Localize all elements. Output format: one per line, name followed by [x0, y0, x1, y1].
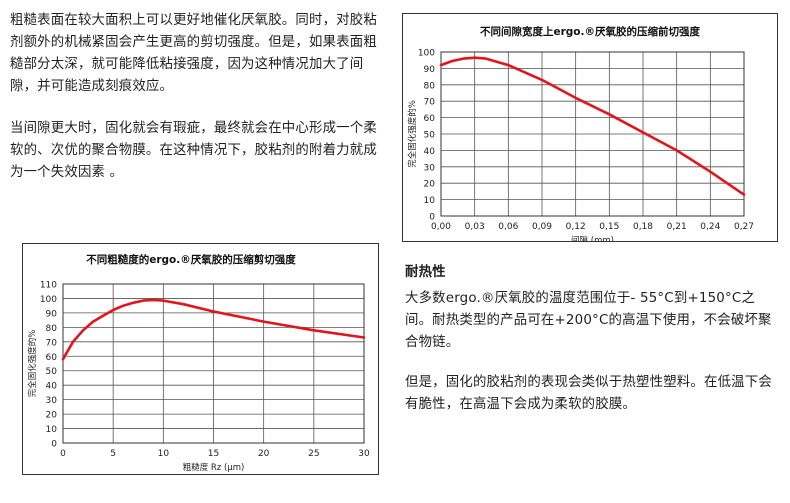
- paragraph-temperature-range: 大多数ergo.®厌氧胶的温度范围位于- 55°C到+150°C之间。耐热类型的…: [405, 291, 772, 350]
- gap-chart-ytick-label: 10: [424, 196, 436, 206]
- roughness-chart-xlabel: 粗糙度 Rz (μm): [183, 462, 245, 473]
- paragraph-gap-cure: 当间隙更大时，固化就会有瑕疵，最终就会在中心形成一个柔软的、次优的聚合物膜。在这…: [10, 121, 377, 180]
- gap-chart-ylabel: 完全固化强度的%: [407, 100, 418, 168]
- paragraph-roughness-intro: 粗糙表面在较大面积上可以更好地催化厌氧胶。同时，对胶粘剂额外的机械紧固会产生更高…: [10, 13, 377, 94]
- gap-chart-ytick-label: 40: [424, 147, 436, 157]
- gap-chart-xtick-label: 0,00: [431, 222, 451, 232]
- gap-chart-title: 不同间隙宽度上ergo.®厌氧胶的压缩前切强度: [480, 25, 701, 38]
- roughness-chart-ytick-label: 20: [46, 411, 58, 421]
- gap-chart-xtick-label: 0,15: [599, 222, 619, 232]
- gap-chart-ytick-label: 50: [424, 131, 436, 141]
- roughness-chart-ytick-label: 100: [40, 295, 57, 305]
- roughness-chart-ytick-label: 90: [46, 309, 58, 319]
- roughness-chart-xtick-label: 20: [258, 449, 270, 459]
- gap-chart-xtick-label: 0,06: [498, 222, 518, 232]
- gap-chart-series-line: [439, 56, 746, 196]
- gap-chart-xtick-label: 0,27: [734, 222, 754, 232]
- gap-chart-xtick-label: 0,18: [633, 222, 653, 232]
- roughness-chart-xtick-label: 0: [60, 449, 66, 459]
- gap-chart-ytick-label: 70: [424, 98, 436, 108]
- roughness-chart-ylabel: 完全固化强度的%: [27, 330, 38, 398]
- roughness-chart-ytick-label: 10: [46, 425, 58, 435]
- gap-chart-xtick-label: 0,09: [532, 222, 552, 232]
- roughness-chart-xtick-label: 25: [308, 449, 319, 459]
- gap-chart-ytick-label: 100: [418, 49, 435, 59]
- roughness-chart-xtick-label: 15: [208, 449, 219, 459]
- gap-chart-ytick-label: 80: [424, 81, 436, 91]
- roughness-chart-series-line: [61, 298, 366, 361]
- roughness-chart-ytick-label: 80: [46, 324, 58, 334]
- chart-roughness-svg: 不同粗糙度的ergo.®厌氧胶的压缩剪切强度010203040506070809…: [27, 253, 370, 473]
- gap-chart-xtick-label: 0,21: [667, 222, 687, 232]
- roughness-chart-ytick-label: 70: [46, 338, 58, 348]
- gap-chart-ytick-label: 30: [424, 163, 436, 173]
- roughness-chart-xtick-label: 10: [158, 449, 170, 459]
- roughness-chart-plot-frame: [62, 283, 365, 444]
- roughness-chart-ytick-label: 30: [46, 396, 58, 406]
- roughness-chart-ytick-label: 110: [40, 281, 57, 291]
- roughness-chart-ytick-label: 40: [46, 382, 58, 392]
- chart-gap-width-svg: 不同间隙宽度上ergo.®厌氧胶的压缩前切强度 0 10 20 30 40 50 60 70 80…: [407, 25, 754, 246]
- chart-gap-width: 不同间隙宽度上ergo.®厌氧胶的压缩前切强度 0 10 20 30 40 50 60 70 80…: [402, 13, 778, 246]
- gap-chart-plot-frame: [440, 51, 745, 217]
- gap-chart-ytick-label: 60: [424, 114, 436, 124]
- gap-chart-xtick-label: 0,12: [566, 222, 586, 232]
- gap-chart-ytick-label: 90: [424, 65, 436, 75]
- heading-heat-resistance: 耐热性: [405, 265, 446, 280]
- roughness-chart-ytick-label: 50: [46, 367, 58, 377]
- roughness-chart-xtick-label: 30: [358, 449, 370, 459]
- gap-chart-xtick-label: 0,24: [700, 222, 720, 232]
- roughness-chart-ytick-label: 0: [51, 440, 57, 450]
- gap-chart-ytick-label: 0: [429, 213, 435, 223]
- roughness-chart-title: 不同粗糙度的ergo.®厌氧胶的压缩剪切强度: [86, 253, 296, 266]
- gap-chart-ytick-label: 20: [424, 180, 436, 190]
- gap-chart-xlabel: 间隙 (mm): [571, 235, 614, 241]
- roughness-chart-xtick-label: 5: [110, 449, 116, 459]
- gap-chart-xtick-label: 0,03: [465, 222, 485, 232]
- chart-roughness: 不同粗糙度的ergo.®厌氧胶的压缩剪切强度 0 10 20 30 40 50 60 70 80 9…: [22, 243, 379, 475]
- roughness-chart-ytick-label: 60: [46, 353, 58, 363]
- paragraph-thermoplastic-behavior: 但是，固化的胶粘剂的表现会类似于热塑性塑料。在低温下会有脆性，在高温下会成为柔软…: [405, 375, 772, 412]
